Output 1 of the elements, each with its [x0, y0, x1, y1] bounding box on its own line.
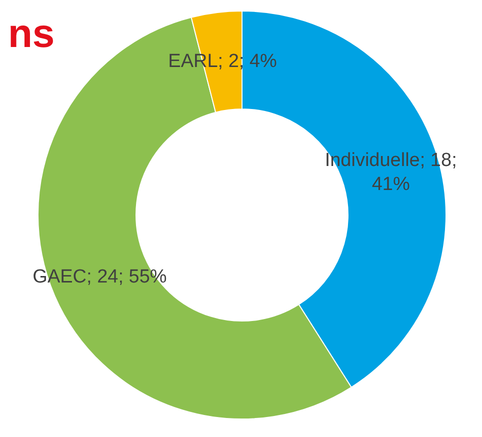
chart-title: ns [8, 12, 55, 56]
